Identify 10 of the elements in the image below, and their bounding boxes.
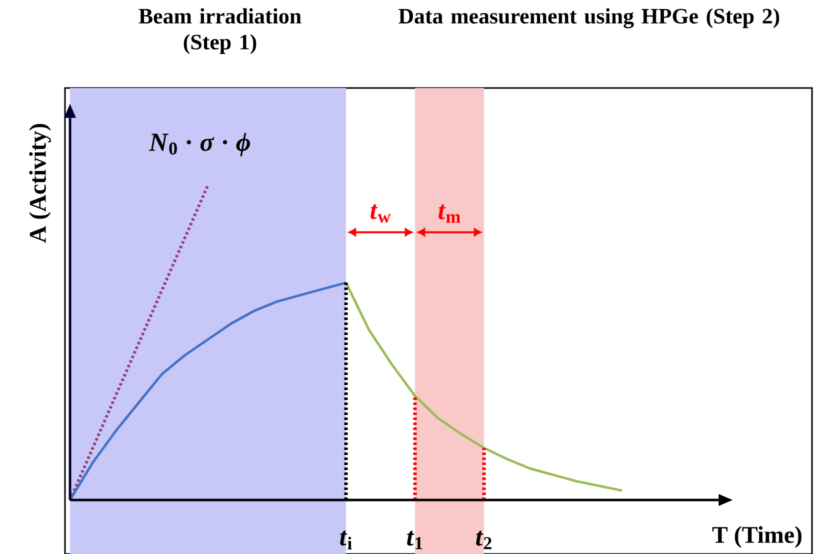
text: N$_{0}$ · σ · ϕ: [148, 133, 250, 156]
x-tick-label: t$_{i}$: [340, 530, 352, 550]
x-tick-label: t$_{1}$: [407, 530, 422, 550]
annotation: t$_{m}$: [438, 204, 460, 223]
text: Beam irradiation (Step 1): [138, 8, 302, 54]
text: Data measurement using HPGe (Step 2): [398, 8, 780, 28]
annotation: t$_{w}$: [370, 204, 391, 223]
x-axis-title: T (Time): [712, 526, 802, 548]
x-tick-label: t$_{2}$: [476, 530, 492, 550]
y-axis-title: A (Activity): [29, 124, 51, 243]
